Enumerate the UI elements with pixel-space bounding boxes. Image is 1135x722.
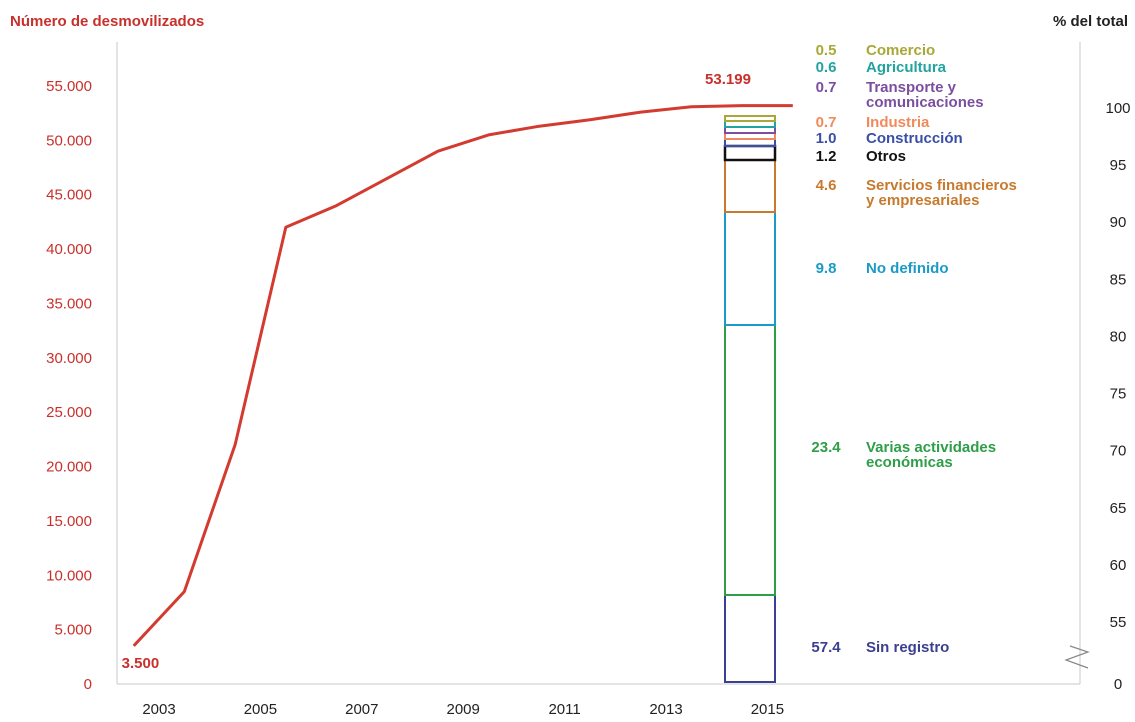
segment-label: Industria bbox=[866, 114, 930, 131]
annotations: 3.500 53.199 bbox=[122, 71, 751, 672]
left-tick-label: 0 bbox=[84, 676, 92, 693]
left-tick-label: 35.000 bbox=[46, 295, 92, 312]
right-tick-label: 90 bbox=[1110, 214, 1127, 231]
bar-segment bbox=[724, 324, 776, 596]
segment-label: Sin registro bbox=[866, 639, 949, 656]
segment-value: 23.4 bbox=[811, 439, 841, 456]
left-tick-label: 15.000 bbox=[46, 513, 92, 530]
x-tick-label: 2013 bbox=[649, 701, 682, 718]
segment-value: 0.6 bbox=[816, 59, 837, 76]
left-tick-label: 40.000 bbox=[46, 241, 92, 258]
segment-label: Agricultura bbox=[866, 59, 947, 76]
segment-label: Otros bbox=[866, 148, 906, 165]
left-tick-label: 50.000 bbox=[46, 132, 92, 149]
segment-label: Construcción bbox=[866, 130, 963, 147]
segment-value: 9.8 bbox=[816, 260, 837, 277]
left-axis-title: Número de desmovilizados bbox=[10, 13, 204, 30]
x-tick-label: 2009 bbox=[447, 701, 480, 718]
start-value-label: 3.500 bbox=[122, 655, 160, 672]
right-tick-label: 95 bbox=[1110, 157, 1127, 174]
right-tick-label: 80 bbox=[1110, 328, 1127, 345]
x-tick-label: 2005 bbox=[244, 701, 277, 718]
left-tick-label: 25.000 bbox=[46, 404, 92, 421]
series-line bbox=[132, 104, 793, 647]
x-tick-label: 2011 bbox=[548, 701, 580, 718]
left-tick-label: 10.000 bbox=[46, 567, 92, 584]
segment-value: 57.4 bbox=[811, 639, 841, 656]
left-tick-labels: 0 5.000 10.000 15.000 20.000 25.000 30.000 35.0… bbox=[46, 78, 92, 693]
bar-segment bbox=[724, 594, 776, 683]
segment-value: 0.7 bbox=[816, 79, 837, 96]
segment-value: 0.5 bbox=[816, 42, 837, 59]
x-tick-label: 2007 bbox=[345, 701, 378, 718]
axis-break-icon bbox=[1064, 645, 1090, 669]
left-tick-label: 45.000 bbox=[46, 187, 92, 204]
stacked-bar-2015 bbox=[723, 115, 777, 683]
segment-value: 4.6 bbox=[816, 177, 837, 194]
right-tick-label: 60 bbox=[1110, 557, 1127, 574]
right-tick-label: 75 bbox=[1110, 386, 1127, 403]
right-tick-label: 0 bbox=[1114, 676, 1122, 693]
end-value-label: 53.199 bbox=[705, 71, 751, 88]
segment-label: Transporte y comunicaciones bbox=[866, 79, 984, 111]
segment-label: Servicios financieros y empresariales bbox=[866, 177, 1017, 209]
bar-segment bbox=[724, 211, 776, 326]
right-tick-label: 65 bbox=[1110, 500, 1127, 517]
right-tick-label: 100 bbox=[1105, 100, 1130, 117]
bar-segment bbox=[724, 159, 776, 213]
x-tick-labels: 2003 2005 2007 2009 2011 2013 2015 bbox=[142, 701, 784, 718]
x-tick-label: 2015 bbox=[751, 701, 784, 718]
right-tick-label: 85 bbox=[1110, 271, 1127, 288]
left-tick-label: 5.000 bbox=[54, 622, 92, 639]
segment-label: Varias actividades económicas bbox=[866, 439, 996, 471]
x-tick-label: 2003 bbox=[142, 701, 175, 718]
segment-value: 0.7 bbox=[816, 114, 837, 131]
right-tick-labels: 0 55 60 65 70 75 80 85 90 95 100 bbox=[1105, 100, 1130, 693]
segment-value: 1.0 bbox=[816, 130, 837, 147]
segment-label: Comercio bbox=[866, 42, 935, 59]
right-axis-title: % del total bbox=[1053, 13, 1128, 30]
segment-label: No definido bbox=[866, 260, 949, 277]
right-tick-label: 70 bbox=[1110, 443, 1127, 460]
stacked-bar-legend: 57.4 Sin registro 23.4 Varias actividades ec… bbox=[811, 42, 1017, 656]
segment-value: 1.2 bbox=[816, 148, 837, 165]
right-tick-label: 55 bbox=[1110, 614, 1127, 631]
bar-segment bbox=[724, 115, 776, 122]
bar-segment bbox=[723, 144, 777, 162]
left-tick-label: 55.000 bbox=[46, 78, 92, 95]
left-tick-label: 30.000 bbox=[46, 350, 92, 367]
left-tick-label: 20.000 bbox=[46, 459, 92, 476]
